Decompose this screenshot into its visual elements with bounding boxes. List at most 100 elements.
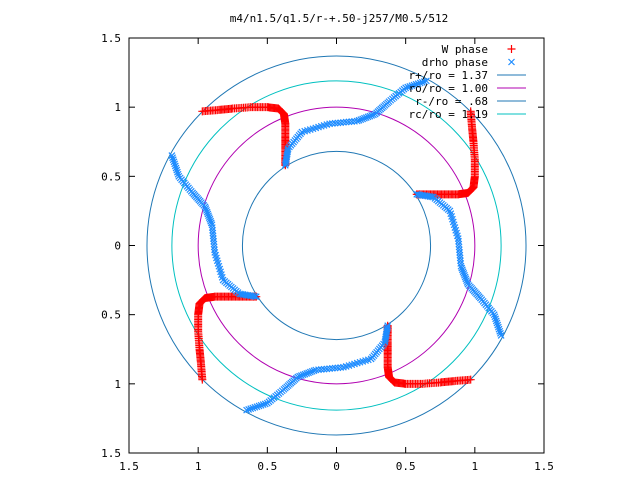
data-point	[284, 146, 292, 154]
data-point	[402, 84, 410, 92]
data-point	[345, 118, 353, 126]
data-point	[263, 399, 271, 407]
data-point	[381, 337, 389, 345]
data-point	[370, 111, 377, 119]
chart-title: m4/n1.5/q1.5/r-+.50-j257/M0.5/512	[230, 12, 449, 25]
axis-ticks: 1.5 1 0.5 0 0.5 1 1.51.510.500.511.5	[101, 32, 554, 473]
data-point	[337, 119, 345, 127]
data-point	[497, 331, 505, 339]
data-point	[203, 206, 210, 214]
data-point	[299, 371, 307, 379]
series-1-segment-1	[413, 190, 505, 339]
data-point	[328, 364, 336, 372]
y-tick-label: 0	[114, 240, 121, 253]
data-point	[296, 372, 303, 380]
data-point	[495, 325, 503, 333]
data-point	[169, 156, 177, 164]
data-point	[210, 243, 218, 251]
y-tick-label: 1	[114, 378, 121, 391]
data-point	[297, 372, 305, 379]
reference-circle-1	[197, 106, 476, 385]
data-point	[348, 118, 356, 125]
series-0-segment-3	[194, 292, 261, 384]
data-point	[172, 164, 180, 172]
data-point	[170, 158, 178, 166]
data-point	[310, 367, 318, 375]
data-point	[312, 366, 320, 374]
data-point	[406, 82, 414, 90]
data-point	[404, 83, 412, 91]
series-0-segment-1	[412, 107, 479, 199]
data-point	[366, 112, 374, 120]
data-point	[459, 268, 467, 276]
data-point	[211, 246, 218, 254]
data-point	[462, 275, 470, 283]
data-point	[339, 118, 347, 126]
x-tick-label: 1	[472, 460, 479, 473]
data-point	[251, 403, 259, 411]
data-series	[168, 77, 505, 414]
data-point	[456, 248, 464, 256]
data-point	[457, 257, 464, 265]
data-point	[255, 402, 263, 410]
data-point	[457, 262, 465, 270]
data-point	[247, 405, 255, 413]
data-point	[174, 170, 182, 178]
data-point	[173, 166, 181, 174]
data-point	[243, 406, 251, 414]
x-tick-label: 0	[333, 460, 340, 473]
data-point	[326, 365, 334, 373]
data-point	[463, 277, 470, 285]
data-point	[334, 119, 342, 127]
data-point	[331, 364, 339, 372]
data-point	[364, 113, 372, 121]
data-point	[171, 160, 179, 168]
series-0	[194, 103, 479, 388]
data-point	[205, 212, 212, 220]
data-point	[206, 215, 214, 223]
legend-marker-sample	[507, 45, 516, 53]
data-point	[339, 363, 347, 371]
data-point	[353, 117, 361, 125]
data-point	[368, 112, 376, 119]
data-point	[455, 240, 463, 248]
data-point	[493, 319, 501, 327]
data-point	[326, 120, 334, 128]
data-point	[209, 232, 217, 240]
legend-label: ro/ro = 1.00	[409, 82, 488, 95]
legend-label: rc/ro = 1.19	[409, 108, 488, 121]
legend-label: r-/ro = .68	[415, 95, 488, 108]
legend-label: W phase	[442, 43, 488, 56]
data-point	[323, 365, 331, 373]
data-point	[362, 114, 370, 121]
data-point	[208, 221, 216, 229]
data-point	[416, 79, 424, 87]
data-point	[410, 81, 418, 89]
data-point	[418, 78, 426, 86]
data-point	[491, 313, 499, 321]
data-point	[203, 208, 211, 216]
data-point	[412, 80, 420, 88]
data-point	[414, 80, 422, 88]
data-point	[337, 364, 345, 371]
data-point	[497, 329, 504, 337]
x-tick-label: 1.5	[119, 460, 139, 473]
data-point	[334, 364, 342, 372]
data-point	[209, 226, 216, 234]
data-point	[454, 235, 462, 243]
reference-circle-2	[241, 150, 432, 341]
data-point	[408, 82, 416, 90]
data-point	[463, 279, 471, 286]
data-point	[494, 321, 502, 329]
data-point	[357, 116, 365, 124]
data-point	[342, 118, 350, 126]
series-1-segment-2	[243, 322, 392, 414]
data-point	[492, 317, 500, 325]
data-point	[428, 193, 436, 201]
data-point	[259, 401, 267, 409]
data-point	[171, 162, 179, 170]
reference-circle-0	[146, 55, 527, 436]
data-point	[420, 78, 428, 85]
series-1	[168, 77, 505, 414]
